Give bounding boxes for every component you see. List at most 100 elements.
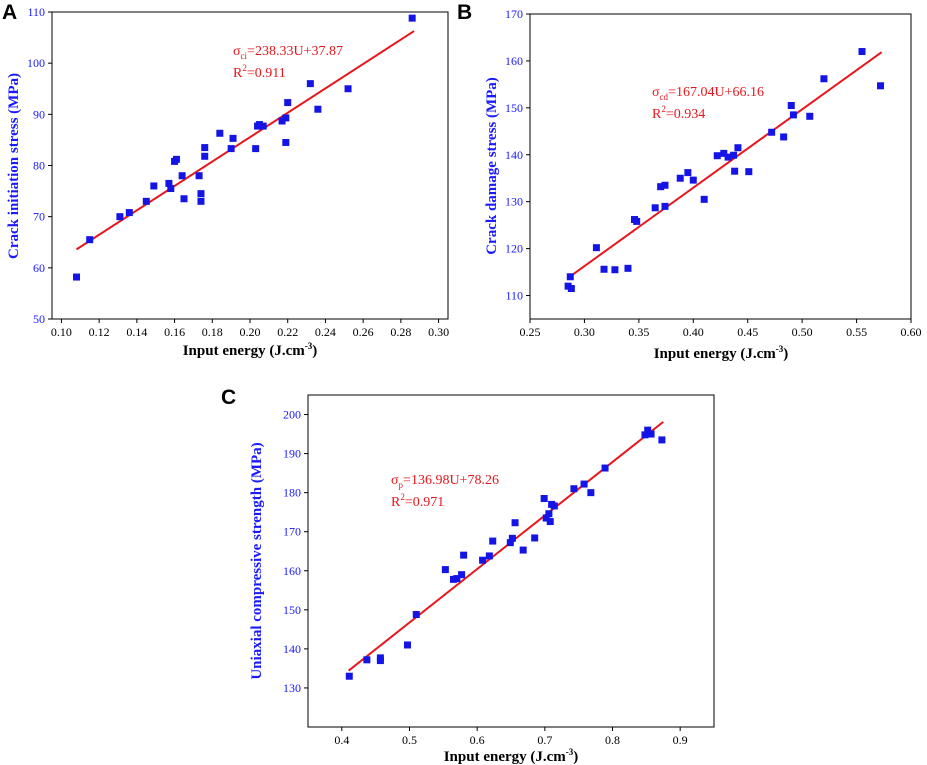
panel-c-data-point xyxy=(540,495,548,503)
panel-a-data-points xyxy=(73,14,416,281)
panel-b-data-point xyxy=(651,204,659,212)
panel-b-letter: B xyxy=(457,1,472,24)
panel-a-data-point xyxy=(201,152,209,160)
panel-a-data-point xyxy=(282,138,290,146)
panel-b-data-point xyxy=(633,217,641,225)
panel-a-xlabel: Input energy (J.cm xyxy=(183,343,306,359)
panel-c-data-point xyxy=(412,611,420,619)
panel-b-data-point xyxy=(592,244,600,252)
panel-a-x-tick-label: 0.14 xyxy=(126,325,147,339)
panel-b-x-tick-label: 0.25 xyxy=(520,325,541,339)
panel-b: B 0.25 0.30 0.35 0.40 0.45 0.50 0.55 0.60 110 12… xyxy=(457,1,922,362)
panel-b-eq-symbol: σ xyxy=(652,85,660,100)
panel-b-data-point xyxy=(858,48,866,56)
panel-c-data-point xyxy=(587,489,595,497)
panel-a-data-point xyxy=(73,273,81,281)
panel-c-x-tick-label: 0.4 xyxy=(334,733,349,747)
panel-a-x-tick-label: 0.26 xyxy=(353,325,374,339)
panel-a-x-tick-label: 0.18 xyxy=(202,325,223,339)
panel-a-data-point xyxy=(165,179,173,187)
panel-a-x-ticks: 0.10 0.12 0.14 0.16 0.18 0.20 0.22 0.24 0.26 0.28… xyxy=(51,319,449,339)
panel-c-data-point xyxy=(531,534,539,542)
panel-a-data-point xyxy=(201,144,209,152)
panel-b-data-points xyxy=(564,48,885,292)
panel-c-data-point xyxy=(511,519,519,527)
panel-c-y-tick-label: 140 xyxy=(283,642,301,656)
panel-b-data-point xyxy=(789,111,797,119)
panel-a-data-point xyxy=(180,195,188,203)
panel-b-r2-sup: 2 xyxy=(661,104,666,114)
panel-c-y-tick-label: 170 xyxy=(283,525,301,539)
panel-b-data-point xyxy=(724,153,732,161)
panel-c-data-point xyxy=(545,510,553,518)
panel-b-y-tick-label: 120 xyxy=(505,242,523,256)
panel-b-r2-rest: =0.934 xyxy=(666,107,705,122)
panel-b-data-point xyxy=(661,202,669,210)
panel-b-y-axis-title: Crack damage stress (MPa) xyxy=(484,77,500,255)
panel-a-data-point xyxy=(408,14,416,22)
panel-c-r2: R2=0.971 xyxy=(391,492,444,510)
panel-c-data-point xyxy=(570,485,578,493)
panel-b-x-tick-label: 0.50 xyxy=(792,325,813,339)
panel-a-eq-sub: ci xyxy=(241,51,248,61)
panel-b-xlabel-sup: -3 xyxy=(776,344,784,354)
panel-b-data-point xyxy=(806,112,814,120)
panel-a-data-point xyxy=(252,145,260,153)
panel-a-data-point xyxy=(195,172,203,180)
panel-a-data-point xyxy=(197,190,205,198)
panel-a-r2: R2=0.911 xyxy=(233,63,286,81)
panel-a-data-point xyxy=(216,129,224,137)
panel-a-letter: A xyxy=(2,1,17,24)
panel-c-y-tick-label: 160 xyxy=(283,564,301,578)
panel-a-data-point xyxy=(282,114,290,122)
panel-c-data-point xyxy=(601,464,609,472)
panel-c-data-point xyxy=(550,502,558,510)
panel-a-eq-symbol: σ xyxy=(233,44,241,59)
panel-a-data-point xyxy=(229,134,237,142)
panel-c-data-point xyxy=(641,431,649,439)
panel-a-data-point xyxy=(227,145,235,153)
panel-b-data-point xyxy=(713,152,721,160)
panel-b-data-point xyxy=(820,75,828,83)
panel-a-data-point xyxy=(116,213,124,221)
panel-a-x-axis-title: Input energy (J.cm-3) xyxy=(183,341,318,359)
panel-c-data-point xyxy=(403,641,411,649)
panel-a-data-point xyxy=(306,80,314,88)
panel-c-y-tick-label: 130 xyxy=(283,681,301,695)
panel-a-y-tick-label: 100 xyxy=(27,56,45,70)
panel-c-y-tick-label: 200 xyxy=(283,408,301,422)
panel-c-data-point xyxy=(345,672,353,680)
panel-a-data-point xyxy=(178,172,186,180)
panel-b-y-tick-label: 170 xyxy=(505,7,523,21)
panel-b-data-point xyxy=(700,195,708,203)
panel-b-eq-sub: cd xyxy=(660,92,669,102)
panel-c-data-points xyxy=(345,426,666,680)
panel-a-data-point xyxy=(125,209,133,217)
panel-a-data-point xyxy=(150,182,158,190)
panel-a-data-point xyxy=(278,117,286,125)
panel-c-data-point xyxy=(458,571,466,579)
panel-c-data-point xyxy=(546,518,554,526)
panel-c-data-point xyxy=(489,537,497,545)
panel-b-data-point xyxy=(877,82,885,90)
panel-c-r2-sup: 2 xyxy=(400,492,405,502)
panel-c-plot-frame xyxy=(307,394,715,728)
panel-a-x-tick-label: 0.10 xyxy=(51,325,72,339)
panel-c-data-point xyxy=(376,654,384,662)
panel-c-y-ticks: 130 140 150 160 170 180 190 200 xyxy=(283,408,308,695)
panel-c-data-point xyxy=(453,575,461,583)
panel-c-eq-sub: p xyxy=(399,480,404,490)
panel-b-x-tick-label: 0.45 xyxy=(737,325,758,339)
panel-b-data-point xyxy=(676,174,684,182)
panel-a-x-tick-label: 0.22 xyxy=(277,325,298,339)
panel-b-x-axis-title: Input energy (J.cm-3) xyxy=(654,344,789,362)
panel-b-y-tick-label: 150 xyxy=(505,101,523,115)
panel-c-y-tick-label: 150 xyxy=(283,603,301,617)
panel-b-fit-line xyxy=(569,51,883,278)
panel-c-data-point xyxy=(460,551,468,559)
panel-a-data-point xyxy=(344,85,352,93)
panel-c-x-tick-label: 0.9 xyxy=(673,733,688,747)
panel-b-data-point xyxy=(624,264,632,272)
panel-c-data-point xyxy=(479,556,487,564)
panel-a-x-tick-label: 0.28 xyxy=(390,325,411,339)
